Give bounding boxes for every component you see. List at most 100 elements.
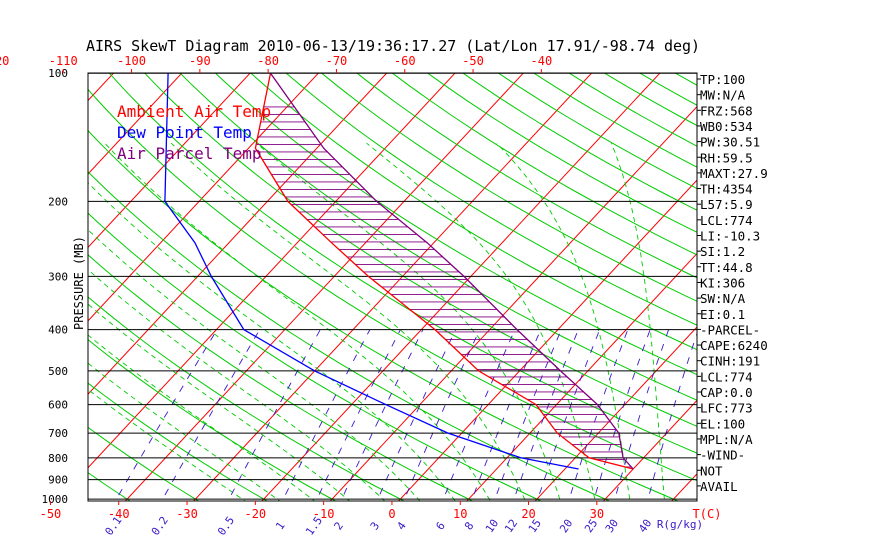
bottom-temp-tick-label: 30 [590, 507, 604, 521]
moist-adiabat-line [88, 303, 351, 501]
dry-adiabat-line [461, 73, 697, 211]
dry-adiabat-line [88, 382, 269, 501]
pressure-tick-label: 900 [48, 474, 68, 487]
dry-adiabat-line [426, 73, 697, 233]
moist-adiabat-line [496, 142, 631, 501]
isotherm-line [466, 252, 697, 501]
plot-area [88, 54, 870, 508]
pressure-tick-label: 700 [48, 427, 68, 440]
mixing-ratio-label: 1 [273, 520, 287, 533]
mixing-ratio-label: 10 [483, 517, 501, 535]
dry-adiabat-line [143, 73, 697, 427]
stability-index-label: -WIND- [700, 448, 745, 463]
moist-adiabat-line [88, 268, 386, 501]
mixing-ratio-label: 12 [502, 517, 520, 535]
dry-adiabat-line [88, 254, 474, 501]
pressure-tick-label: 400 [48, 324, 68, 337]
mixing-ratio-line [613, 329, 670, 501]
stability-index-label: CINH:191 [700, 354, 760, 369]
top-temp-tick-label: -40 [531, 54, 553, 68]
bottom-temp-tick-label: 0 [388, 507, 395, 521]
pressure-tick-label: 300 [48, 270, 68, 283]
pressure-tick-label: 100 [48, 67, 68, 80]
top-temp-tick-label: -50 [462, 54, 484, 68]
isotherm-line [329, 105, 697, 501]
dry-adiabat-line [497, 73, 697, 190]
moist-adiabat-line [88, 229, 421, 501]
dry-adiabat-line [179, 73, 697, 401]
stability-index-label: KI:306 [700, 275, 745, 290]
moist-adiabat-line [88, 362, 281, 501]
stability-index-label: MPL:N/A [700, 432, 753, 447]
isotherm-line [88, 73, 456, 469]
isotherm-line [124, 73, 525, 501]
stability-index-label: NOT [700, 463, 723, 478]
mixing-ratio-label: 30 [603, 517, 621, 535]
mixing-ratio-unit-label: R(g/kg) [657, 518, 703, 531]
dry-adiabat-line [532, 73, 697, 168]
top-temp-tick-label: -90 [189, 54, 211, 68]
plot-frame [87, 72, 698, 502]
axes-layer: 0.1 0.2 0.5 1 1.5 2 3 4 6 8 10 12 15 20 25 30 4010020030… [0, 54, 768, 538]
mixing-ratio-label: 8 [462, 520, 476, 533]
dry-adiabat-line [674, 73, 697, 86]
mixing-ratio-line [227, 329, 321, 501]
dry-adiabat-line [88, 296, 406, 501]
bottom-temp-tick-label: -50 [40, 507, 62, 521]
isotherm-line [671, 473, 697, 501]
mixing-ratio-label: 3 [368, 520, 382, 533]
stability-index-label: LFC:773 [700, 401, 753, 416]
stability-index-label: WB0:534 [700, 119, 753, 134]
mixing-ratio-line [315, 329, 401, 501]
stability-index-label: RH:59.5 [700, 150, 753, 165]
stability-index-label: EI:0.1 [700, 307, 745, 322]
mixing-ratio-label: 2 [332, 520, 346, 533]
top-temp-tick-label: -60 [394, 54, 416, 68]
isotherm-line [802, 54, 870, 508]
stability-index-label: LCL:774 [700, 369, 753, 384]
pressure-tick-label: 800 [48, 452, 68, 465]
mixing-ratio-label: 0.5 [215, 514, 237, 538]
top-temp-tick-label: -120 [0, 54, 9, 68]
dry-adiabat-line [88, 339, 337, 501]
y-axis-label: PRESSURE (MB) [72, 236, 86, 330]
stability-index-label: LI:-10.3 [700, 229, 760, 244]
mixing-ratio-line [493, 329, 562, 501]
moist-adiabat-line [104, 142, 491, 501]
dry-adiabat-line [320, 73, 697, 302]
dew-point-line [164, 73, 579, 470]
stability-index-label: TP:100 [700, 72, 745, 87]
stability-index-label: PW:30.51 [700, 135, 760, 150]
legend-ambient-air-temp: Ambient Air Temp [117, 102, 271, 121]
mixing-ratio-label: 6 [433, 520, 447, 533]
temp-unit-label: T(C) [693, 507, 722, 521]
isotherm-line [397, 179, 697, 501]
mixing-ratio-line [403, 329, 481, 501]
isotherm-line [534, 326, 697, 501]
mixing-ratio-line [512, 329, 579, 501]
mixing-ratio-line [281, 329, 371, 501]
bottom-temp-tick-label: -30 [176, 507, 198, 521]
dry-adiabat-line [391, 73, 697, 256]
mixing-ratio-line [340, 329, 424, 501]
mixing-ratio-line [161, 329, 261, 501]
isotherm-line [88, 73, 251, 249]
dry-adiabat-line [88, 88, 697, 482]
isotherm-line [88, 73, 388, 396]
bottom-temp-tick-label: -10 [313, 507, 335, 521]
dry-adiabat-line [88, 426, 200, 501]
dry-adiabat-line [88, 171, 611, 501]
legend-air-parcel-temp: Air Parcel Temp [117, 144, 262, 163]
mixing-ratio-line [647, 332, 697, 501]
pressure-tick-label: 600 [48, 399, 68, 412]
moist-adiabat-line [610, 143, 665, 501]
mixing-ratio-label: 15 [526, 517, 544, 535]
mixing-ratio-line [593, 329, 651, 501]
parcel-temp-line [269, 73, 634, 470]
ambient-temp-line [254, 73, 634, 470]
mixing-ratio-label: 20 [557, 517, 575, 535]
top-temp-tick-label: -110 [49, 54, 78, 68]
dry-adiabat-line [214, 73, 697, 376]
stability-index-label: MAXT:27.9 [700, 166, 768, 181]
